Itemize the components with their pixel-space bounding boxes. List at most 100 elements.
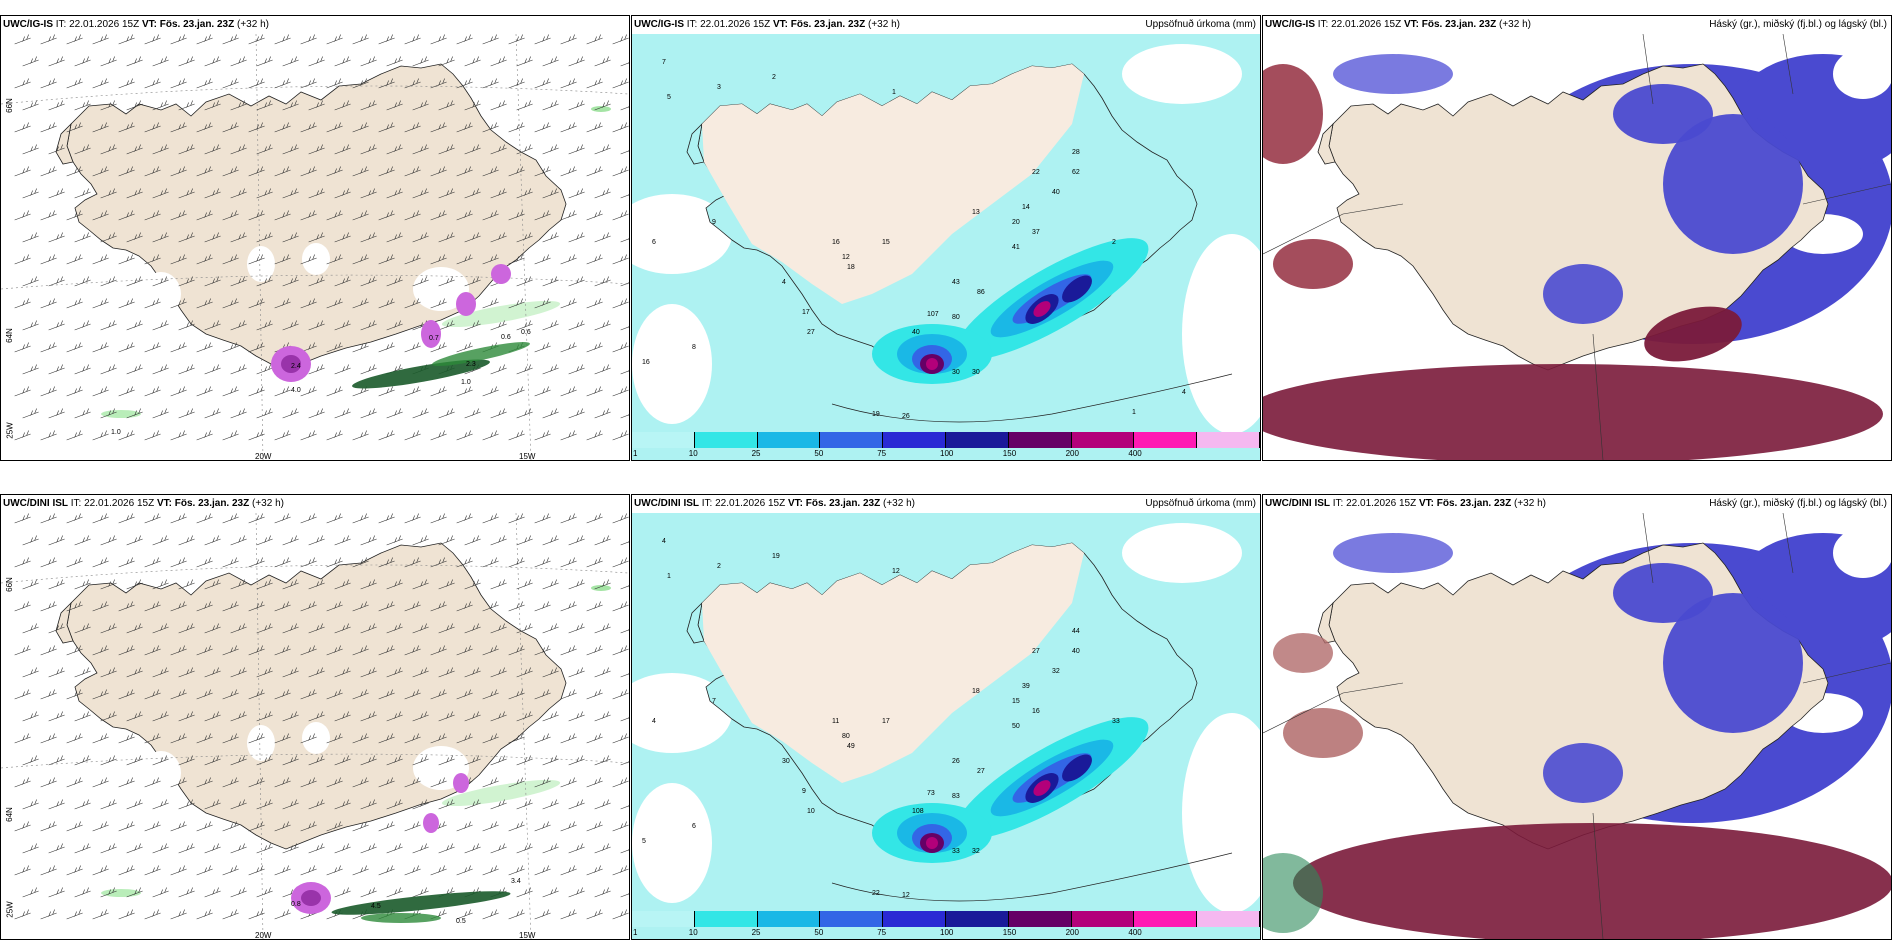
value-label: 108 bbox=[912, 808, 924, 815]
value-label: 5 bbox=[667, 94, 671, 101]
value-label: 13 bbox=[972, 209, 980, 216]
value-label: 17 bbox=[802, 309, 810, 316]
colorbar-label: 1 bbox=[633, 449, 638, 458]
value-label: 8 bbox=[692, 344, 696, 351]
value-label: 37 bbox=[1032, 229, 1040, 236]
value-label: 1 bbox=[892, 89, 896, 96]
value-label: 1 bbox=[667, 573, 671, 580]
value-label: 12 bbox=[842, 254, 850, 261]
value-label: 4.5 bbox=[371, 903, 381, 910]
colorbar-label: 75 bbox=[877, 928, 887, 937]
colorbar-label: 400 bbox=[1128, 449, 1142, 458]
colorbar-swatch bbox=[757, 432, 821, 448]
colorbar-label: 200 bbox=[1065, 449, 1079, 458]
lat-label: 64N bbox=[4, 328, 14, 343]
colorbar-label: 50 bbox=[814, 449, 824, 458]
colorbar-swatch bbox=[1134, 911, 1198, 927]
value-label: 16 bbox=[642, 359, 650, 366]
value-label: 4 bbox=[662, 538, 666, 545]
value-label: 26 bbox=[952, 758, 960, 765]
value-label: 30 bbox=[952, 369, 960, 376]
wind-map: 0.5 4.5 0.8 3.4 bbox=[1, 513, 629, 939]
panel-subtitle: Uppsöfnuð úrkoma (mm) bbox=[1145, 19, 1256, 30]
value-label: 6 bbox=[692, 823, 696, 830]
lat-label: 25W bbox=[5, 901, 15, 918]
cloud-map bbox=[1263, 513, 1891, 939]
panel-precip-igis: UWC/IG-IS IT: 22.01.2026 15Z VT: Fös. 23… bbox=[631, 15, 1261, 461]
colorbar-swatch bbox=[1197, 432, 1260, 448]
precip-map: 7 5 3 2 1 22 28 62 40 14 20 37 13 16 15 43 86 107 40 30 30 19… bbox=[632, 34, 1260, 460]
value-label: 0.5 bbox=[456, 918, 466, 925]
colorbar-swatch bbox=[820, 432, 884, 448]
value-label: 2 bbox=[772, 74, 776, 81]
panel-cloud-dini: UWC/DINI ISL IT: 22.01.2026 15Z VT: Fös.… bbox=[1262, 494, 1892, 940]
value-label: 4 bbox=[782, 279, 786, 286]
panel-precip-dini: UWC/DINI ISL IT: 22.01.2026 15Z VT: Fös.… bbox=[631, 494, 1261, 940]
colorbar-swatch bbox=[883, 432, 946, 448]
lat-label: 25W bbox=[5, 422, 15, 439]
value-label: 27 bbox=[977, 768, 985, 775]
value-label: 16 bbox=[1032, 708, 1040, 715]
value-label: 15 bbox=[1012, 698, 1020, 705]
value-label: 22 bbox=[1032, 169, 1040, 176]
colorbar-swatch bbox=[1134, 432, 1198, 448]
value-label: 20 bbox=[1012, 219, 1020, 226]
colorbar-swatch bbox=[1071, 432, 1135, 448]
panel-header: UWC/DINI ISL IT: 22.01.2026 15Z VT: Fös.… bbox=[1265, 498, 1546, 509]
value-label: 9 bbox=[712, 219, 716, 226]
colorbar-label: 25 bbox=[751, 449, 761, 458]
panel-subtitle: Uppsöfnuð úrkoma (mm) bbox=[1145, 498, 1256, 509]
colorbar-label: 10 bbox=[688, 928, 698, 937]
value-label: 3.4 bbox=[511, 878, 521, 885]
colorbar-swatch bbox=[883, 911, 946, 927]
panel-wind-igis: UWC/IG-IS IT: 22.01.2026 15Z VT: Fös. 23… bbox=[0, 15, 630, 461]
value-label: 3 bbox=[717, 84, 721, 91]
colorbar-label: 150 bbox=[1002, 928, 1017, 937]
value-label: 4.0 bbox=[291, 387, 301, 394]
value-label: 27 bbox=[807, 329, 815, 336]
colorbar-label: 200 bbox=[1065, 928, 1079, 937]
lon-label: 15W bbox=[519, 452, 536, 461]
panel-subtitle: Háský (gr.), miðský (fj.bl.) og lágský (… bbox=[1709, 19, 1887, 30]
colorbar-label: 10 bbox=[688, 449, 698, 458]
lat-label: 64N bbox=[4, 807, 14, 822]
colorbar-swatch bbox=[757, 911, 821, 927]
value-label: 2 bbox=[1112, 239, 1116, 246]
value-label: 80 bbox=[952, 314, 960, 321]
value-label: 16 bbox=[832, 239, 840, 246]
value-label: 18 bbox=[972, 688, 980, 695]
value-label: 0.7 bbox=[429, 335, 439, 342]
value-label: 6 bbox=[652, 239, 656, 246]
value-label: 30 bbox=[972, 369, 980, 376]
value-label: 43 bbox=[952, 279, 960, 286]
value-label: 7 bbox=[712, 698, 716, 705]
lon-label: 15W bbox=[519, 931, 536, 940]
value-label: 28 bbox=[1072, 149, 1080, 156]
cloud-map bbox=[1263, 34, 1891, 460]
value-label: 33 bbox=[952, 848, 960, 855]
lat-label: 66N bbox=[4, 98, 14, 113]
value-label: 10 bbox=[807, 808, 815, 815]
value-label: 17 bbox=[882, 718, 890, 725]
value-label: 5 bbox=[642, 838, 646, 845]
colorbar-label: 400 bbox=[1128, 928, 1142, 937]
panel-header: UWC/IG-IS IT: 22.01.2026 15Z VT: Fös. 23… bbox=[1265, 19, 1531, 30]
value-label: 27 bbox=[1032, 648, 1040, 655]
lon-label: 20W bbox=[255, 931, 272, 940]
colorbar-swatch bbox=[694, 911, 758, 927]
colorbar-swatch bbox=[632, 911, 695, 927]
value-label: 12 bbox=[902, 892, 910, 899]
panel-wind-dini: UWC/DINI ISL IT: 22.01.2026 15Z VT: Fös.… bbox=[0, 494, 630, 940]
value-label: 14 bbox=[1022, 204, 1030, 211]
colorbar-label: 25 bbox=[751, 928, 761, 937]
value-label: 1.0 bbox=[111, 429, 121, 436]
value-label: 107 bbox=[927, 311, 939, 318]
colorbar-label: 50 bbox=[814, 928, 824, 937]
value-label: 86 bbox=[977, 289, 985, 296]
value-label: 18 bbox=[847, 264, 855, 271]
value-label: 40 bbox=[1072, 648, 1080, 655]
value-label: 0.8 bbox=[291, 901, 301, 908]
panel-cloud-igis: UWC/IG-IS IT: 22.01.2026 15Z VT: Fös. 23… bbox=[1262, 15, 1892, 461]
value-label: 2.3 bbox=[466, 361, 476, 368]
value-label: 1.0 bbox=[461, 379, 471, 386]
